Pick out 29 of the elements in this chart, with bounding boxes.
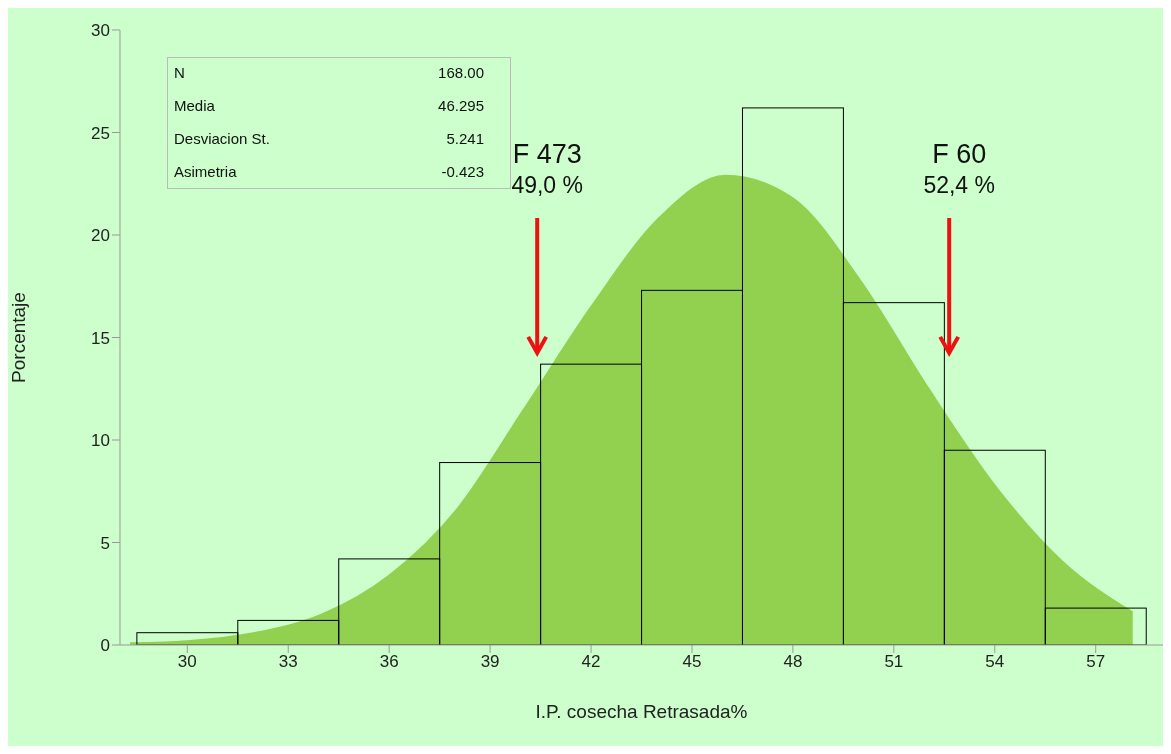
annotation: Media [174, 97, 216, 114]
y-tick-label: 20 [91, 226, 110, 246]
x-tick-label: 36 [379, 652, 399, 672]
y-tick-label: 25 [91, 123, 110, 143]
annotation: 46.295 [438, 97, 485, 114]
y-tick-label: 30 [91, 21, 110, 41]
y-tick-label: 5 [100, 533, 110, 553]
y-tick-label: 10 [91, 431, 110, 451]
annotation: N [174, 64, 186, 81]
annotation: F 60 52,4 % [923, 138, 995, 198]
x-tick-label: 57 [1086, 652, 1106, 672]
annotation: Asimetria [174, 163, 238, 180]
y-tick-label: 0 [100, 636, 110, 656]
x-tick-label: 30 [177, 652, 197, 672]
y-tick-label: 15 [91, 328, 110, 348]
x-tick-label: 45 [682, 652, 702, 672]
x-tick-label: 42 [581, 652, 601, 672]
annotation: -0.423 [440, 163, 485, 180]
x-tick-label: 54 [985, 652, 1005, 672]
x-tick-label: 48 [783, 652, 803, 672]
annotation: Desviacion St. [174, 130, 271, 147]
x-tick-label: 51 [884, 652, 904, 672]
x-tick-label: 33 [278, 652, 298, 672]
x-axis-title: I.P. cosecha Retrasada% [535, 701, 748, 722]
annotation: 168.00 [438, 64, 485, 81]
x-tick-label: 39 [480, 652, 500, 672]
y-axis-title: Porcentaje [7, 292, 29, 383]
annotation: F 473 49,0 % [511, 138, 583, 198]
annotation: 5.241 [445, 130, 485, 147]
